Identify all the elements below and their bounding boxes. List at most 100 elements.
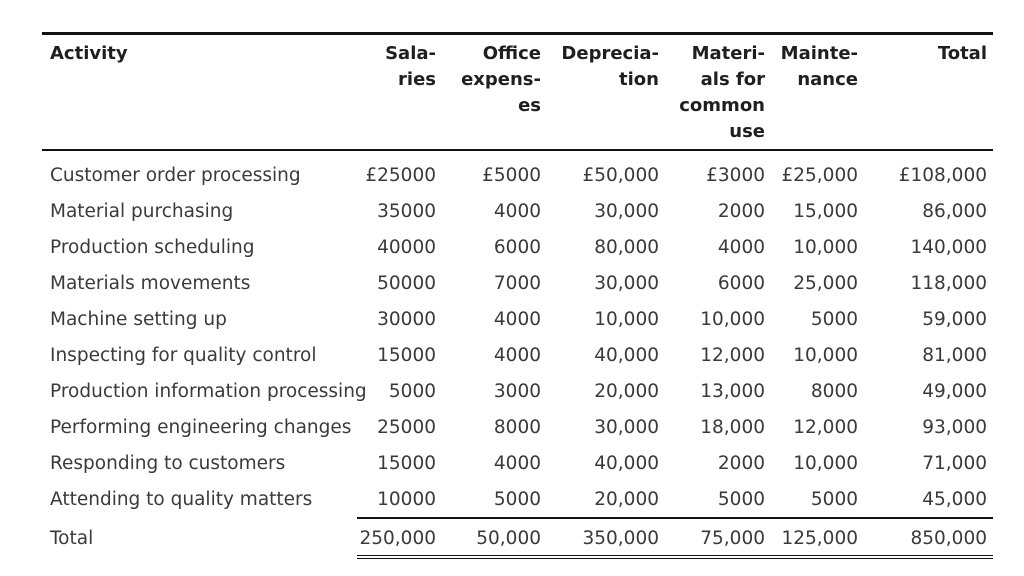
column-header-line: als for [700, 69, 765, 90]
cost-value-cell: £50,000 [582, 164, 659, 186]
cost-value-cell: 30,000 [594, 200, 659, 222]
total-value-cell: 850,000 [864, 517, 993, 559]
cost-allocation-table-container: Activity Sala-ries Office expens-es Deprecia… [42, 32, 993, 559]
cost-value-cell: 20,000 [594, 380, 659, 402]
activity-name-cell: Customer order processing [50, 164, 301, 186]
cost-value-cell: 4000 [717, 236, 765, 258]
column-header-line: Sala- [385, 43, 436, 64]
table-row: Production scheduling 40000 6000 80,000 4000… [42, 229, 993, 265]
cost-value-cell: 13,000 [700, 380, 765, 402]
total-value-cell: 350,000 [547, 517, 665, 559]
cost-value-cell: 2000 [717, 200, 765, 222]
cost-value-cell: 30,000 [594, 416, 659, 438]
cost-value-cell: 45,000 [922, 488, 987, 510]
column-header-line: es [518, 95, 541, 116]
table-row: Material purchasing 35000 4000 30,000 2000 15… [42, 193, 993, 229]
total-value-cell: 125,000 [771, 517, 864, 559]
cost-value-cell: 4000 [493, 452, 541, 474]
total-label-cell: Total [50, 528, 94, 549]
column-header-line: use [729, 121, 765, 142]
activity-name-cell: Production scheduling [50, 236, 255, 258]
column-header-line: Materi- [691, 43, 765, 64]
cost-value-cell: 10,000 [793, 236, 858, 258]
cost-value-cell: 40,000 [594, 452, 659, 474]
column-header: Total [864, 34, 993, 151]
cost-value-cell: 86,000 [922, 200, 987, 222]
cost-value-cell: 15000 [377, 452, 436, 474]
cost-value-cell: 8000 [493, 416, 541, 438]
total-value-cell: 250,000 [357, 517, 442, 559]
column-header-line: Total [937, 43, 987, 64]
cost-value-cell: 4000 [493, 308, 541, 330]
cost-allocation-table: Activity Sala-ries Office expens-es Deprecia… [42, 32, 993, 559]
table-body: Customer order processing £25000 £5000 £50,… [42, 150, 993, 518]
cost-value-cell: 10,000 [594, 308, 659, 330]
cost-value-cell: 40000 [377, 236, 436, 258]
cost-value-cell: 12,000 [700, 344, 765, 366]
cost-value-cell: 93,000 [922, 416, 987, 438]
activity-name-cell: Inspecting for quality control [50, 344, 317, 366]
column-header-line: common [679, 95, 765, 116]
activity-name-cell: Attending to quality matters [50, 489, 313, 510]
cost-value-cell: 49,000 [922, 380, 987, 402]
cost-value-cell: 2000 [717, 452, 765, 474]
column-header-line: Deprecia- [561, 43, 659, 64]
column-header: Office expens-es [442, 34, 547, 151]
cost-value-cell: £5000 [482, 164, 541, 186]
cost-value-cell: 71,000 [922, 452, 987, 474]
column-header-line: nance [797, 69, 858, 90]
cost-value-cell: £25,000 [781, 164, 858, 186]
cost-value-cell: 5000 [388, 380, 436, 402]
cost-value-cell: 80,000 [594, 236, 659, 258]
column-header: Mainte-nance [771, 34, 864, 151]
cost-value-cell: 50000 [377, 272, 436, 294]
column-header: Materi-als for common use [665, 34, 771, 151]
cost-value-cell: 118,000 [910, 272, 987, 294]
cost-value-cell: 3000 [493, 380, 541, 402]
cost-value-cell: £25000 [365, 164, 436, 186]
activity-name-cell: Performing engineering changes [50, 416, 352, 438]
table-row: Production information processing 5000 300… [42, 373, 993, 409]
header-row: Activity Sala-ries Office expens-es Deprecia… [42, 33, 993, 151]
total-value-cell: 75,000 [665, 517, 771, 559]
cost-value-cell: 6000 [717, 272, 765, 294]
column-header-line: ries [398, 69, 436, 90]
cost-value-cell: 10,000 [793, 452, 858, 474]
table-row: Responding to customers 15000 4000 40,000 20… [42, 445, 993, 481]
total-value-cell: 50,000 [442, 517, 547, 559]
table-row: Materials movements 50000 7000 30,000 6000 25… [42, 265, 993, 301]
column-header: Sala-ries [357, 34, 442, 151]
cost-value-cell: 5000 [493, 488, 541, 510]
cost-value-cell: 15,000 [793, 200, 858, 222]
table-header: Activity Sala-ries Office expens-es Deprecia… [42, 33, 993, 151]
cost-value-cell: 5000 [810, 488, 858, 510]
cost-value-cell: 30,000 [594, 272, 659, 294]
cost-value-cell: 5000 [717, 488, 765, 510]
cost-value-cell: 4000 [493, 200, 541, 222]
activity-name-cell: Materials movements [50, 272, 251, 294]
cost-value-cell: 30000 [377, 308, 436, 330]
table-footer: Total 250,000 50,000 350,000 75,000 125,000 85… [42, 517, 993, 559]
cost-value-cell: 4000 [493, 344, 541, 366]
activity-name-cell: Production information processing [50, 380, 367, 402]
cost-value-cell: 81,000 [922, 344, 987, 366]
cost-value-cell: 25000 [377, 416, 436, 438]
total-row: Total 250,000 50,000 350,000 75,000 125,000 85… [42, 517, 993, 559]
cost-value-cell: 6000 [493, 236, 541, 258]
table-row: Customer order processing £25000 £5000 £50,… [42, 150, 993, 193]
cost-value-cell: 12,000 [793, 416, 858, 438]
column-header: Activity [42, 34, 357, 151]
cost-value-cell: 7000 [493, 272, 541, 294]
cost-value-cell: 140,000 [910, 236, 987, 258]
column-header-line: Activity [50, 43, 128, 64]
cost-value-cell: 15000 [377, 344, 436, 366]
cost-value-cell: 59,000 [922, 308, 987, 330]
cost-value-cell: £3000 [706, 164, 765, 186]
column-header-line: Mainte- [780, 43, 858, 64]
table-row: Attending to quality matters 10000 5000 20,… [42, 481, 993, 518]
activity-name-cell: Material purchasing [50, 200, 234, 222]
cost-value-cell: 25,000 [793, 272, 858, 294]
cost-value-cell: 18,000 [700, 416, 765, 438]
column-header-line: tion [619, 69, 659, 90]
cost-value-cell: 40,000 [594, 344, 659, 366]
